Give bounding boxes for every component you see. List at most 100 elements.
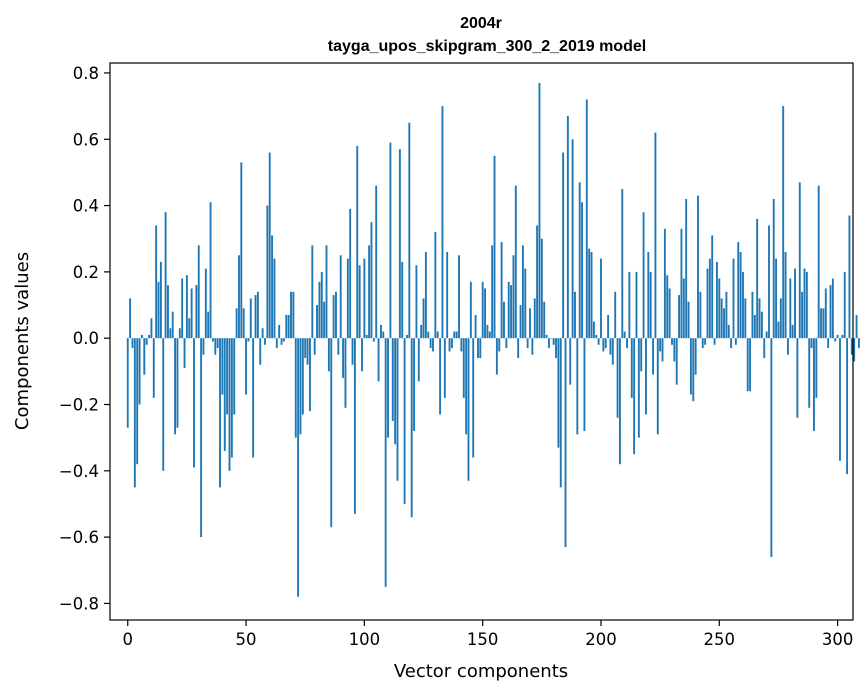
bar	[164, 212, 167, 339]
bar	[209, 202, 212, 339]
x-tick-label: 0	[122, 630, 133, 649]
bar	[578, 182, 581, 339]
bar-series	[126, 82, 860, 597]
bar	[545, 334, 548, 339]
bar	[581, 202, 584, 339]
bar	[547, 338, 550, 349]
bar	[630, 338, 633, 398]
bar	[829, 285, 832, 339]
bar	[794, 268, 796, 339]
bar	[557, 338, 560, 448]
bar	[377, 338, 380, 382]
bar	[214, 338, 217, 355]
bar	[495, 338, 498, 375]
bar	[349, 208, 352, 339]
bar	[540, 238, 543, 339]
bar	[604, 338, 607, 349]
bar	[595, 334, 598, 339]
bar	[299, 338, 302, 435]
bar	[460, 338, 463, 352]
bar	[271, 235, 274, 339]
bar	[749, 338, 752, 392]
bar	[633, 338, 636, 455]
x-tick-label: 100	[349, 630, 381, 649]
bar	[569, 338, 572, 385]
y-tick-label: 0.4	[73, 197, 99, 216]
bar	[590, 251, 593, 339]
bar	[259, 338, 262, 365]
bar	[784, 251, 787, 339]
y-tick-label: −0.2	[59, 395, 99, 414]
bar	[607, 314, 610, 339]
bar	[813, 338, 815, 432]
bar	[770, 338, 773, 557]
y-tick-label: −0.4	[59, 462, 99, 481]
bar	[675, 338, 678, 385]
bar	[256, 291, 259, 339]
bar	[765, 331, 768, 339]
bar	[574, 291, 576, 339]
bar	[720, 298, 723, 339]
bar	[401, 261, 404, 339]
bar	[503, 301, 505, 339]
bar	[727, 324, 730, 339]
bar	[415, 265, 418, 339]
bar	[335, 291, 337, 339]
bar	[396, 338, 399, 481]
bar	[555, 338, 557, 359]
y-tick-label: −0.6	[59, 528, 99, 547]
bar	[654, 132, 657, 339]
bar	[739, 251, 742, 339]
y-tick-label: 0.0	[73, 329, 99, 348]
bar	[313, 338, 316, 355]
bar	[278, 324, 281, 339]
bar	[467, 338, 470, 481]
bar	[834, 338, 837, 342]
bar	[786, 338, 789, 355]
bar	[621, 188, 624, 339]
bar	[758, 298, 761, 339]
bar	[379, 324, 382, 339]
bar	[791, 324, 794, 339]
bar	[521, 245, 524, 339]
bar	[472, 338, 475, 458]
bar	[680, 228, 683, 339]
bar	[614, 291, 617, 339]
bar	[268, 152, 271, 339]
bar	[342, 338, 345, 378]
x-tick-label: 50	[236, 630, 257, 649]
bar	[723, 308, 725, 339]
bar	[782, 106, 785, 339]
bar	[789, 278, 792, 339]
bar	[131, 338, 134, 349]
bar	[486, 324, 489, 339]
bar	[136, 338, 139, 465]
bar	[316, 305, 318, 339]
bar	[233, 338, 236, 415]
bar	[150, 318, 153, 339]
bar	[524, 268, 527, 339]
bar	[273, 258, 276, 339]
bar	[171, 311, 174, 339]
bar	[133, 338, 136, 488]
bar	[687, 301, 690, 339]
x-axis-ticks: 0 50 100 150 200 250 300	[122, 620, 853, 649]
bar	[831, 278, 834, 339]
bar	[715, 261, 718, 339]
bar	[169, 328, 172, 339]
bar	[817, 185, 820, 339]
bar	[583, 338, 586, 432]
bar	[193, 338, 195, 468]
bar	[846, 338, 849, 475]
bar	[183, 338, 186, 369]
bar	[850, 338, 853, 355]
bar	[685, 198, 688, 339]
bar	[197, 245, 200, 339]
bar	[529, 308, 531, 339]
bar	[772, 198, 775, 339]
bar	[505, 338, 508, 349]
bar	[536, 225, 539, 339]
bar	[661, 338, 664, 362]
bar	[822, 308, 825, 339]
bar	[167, 285, 169, 339]
